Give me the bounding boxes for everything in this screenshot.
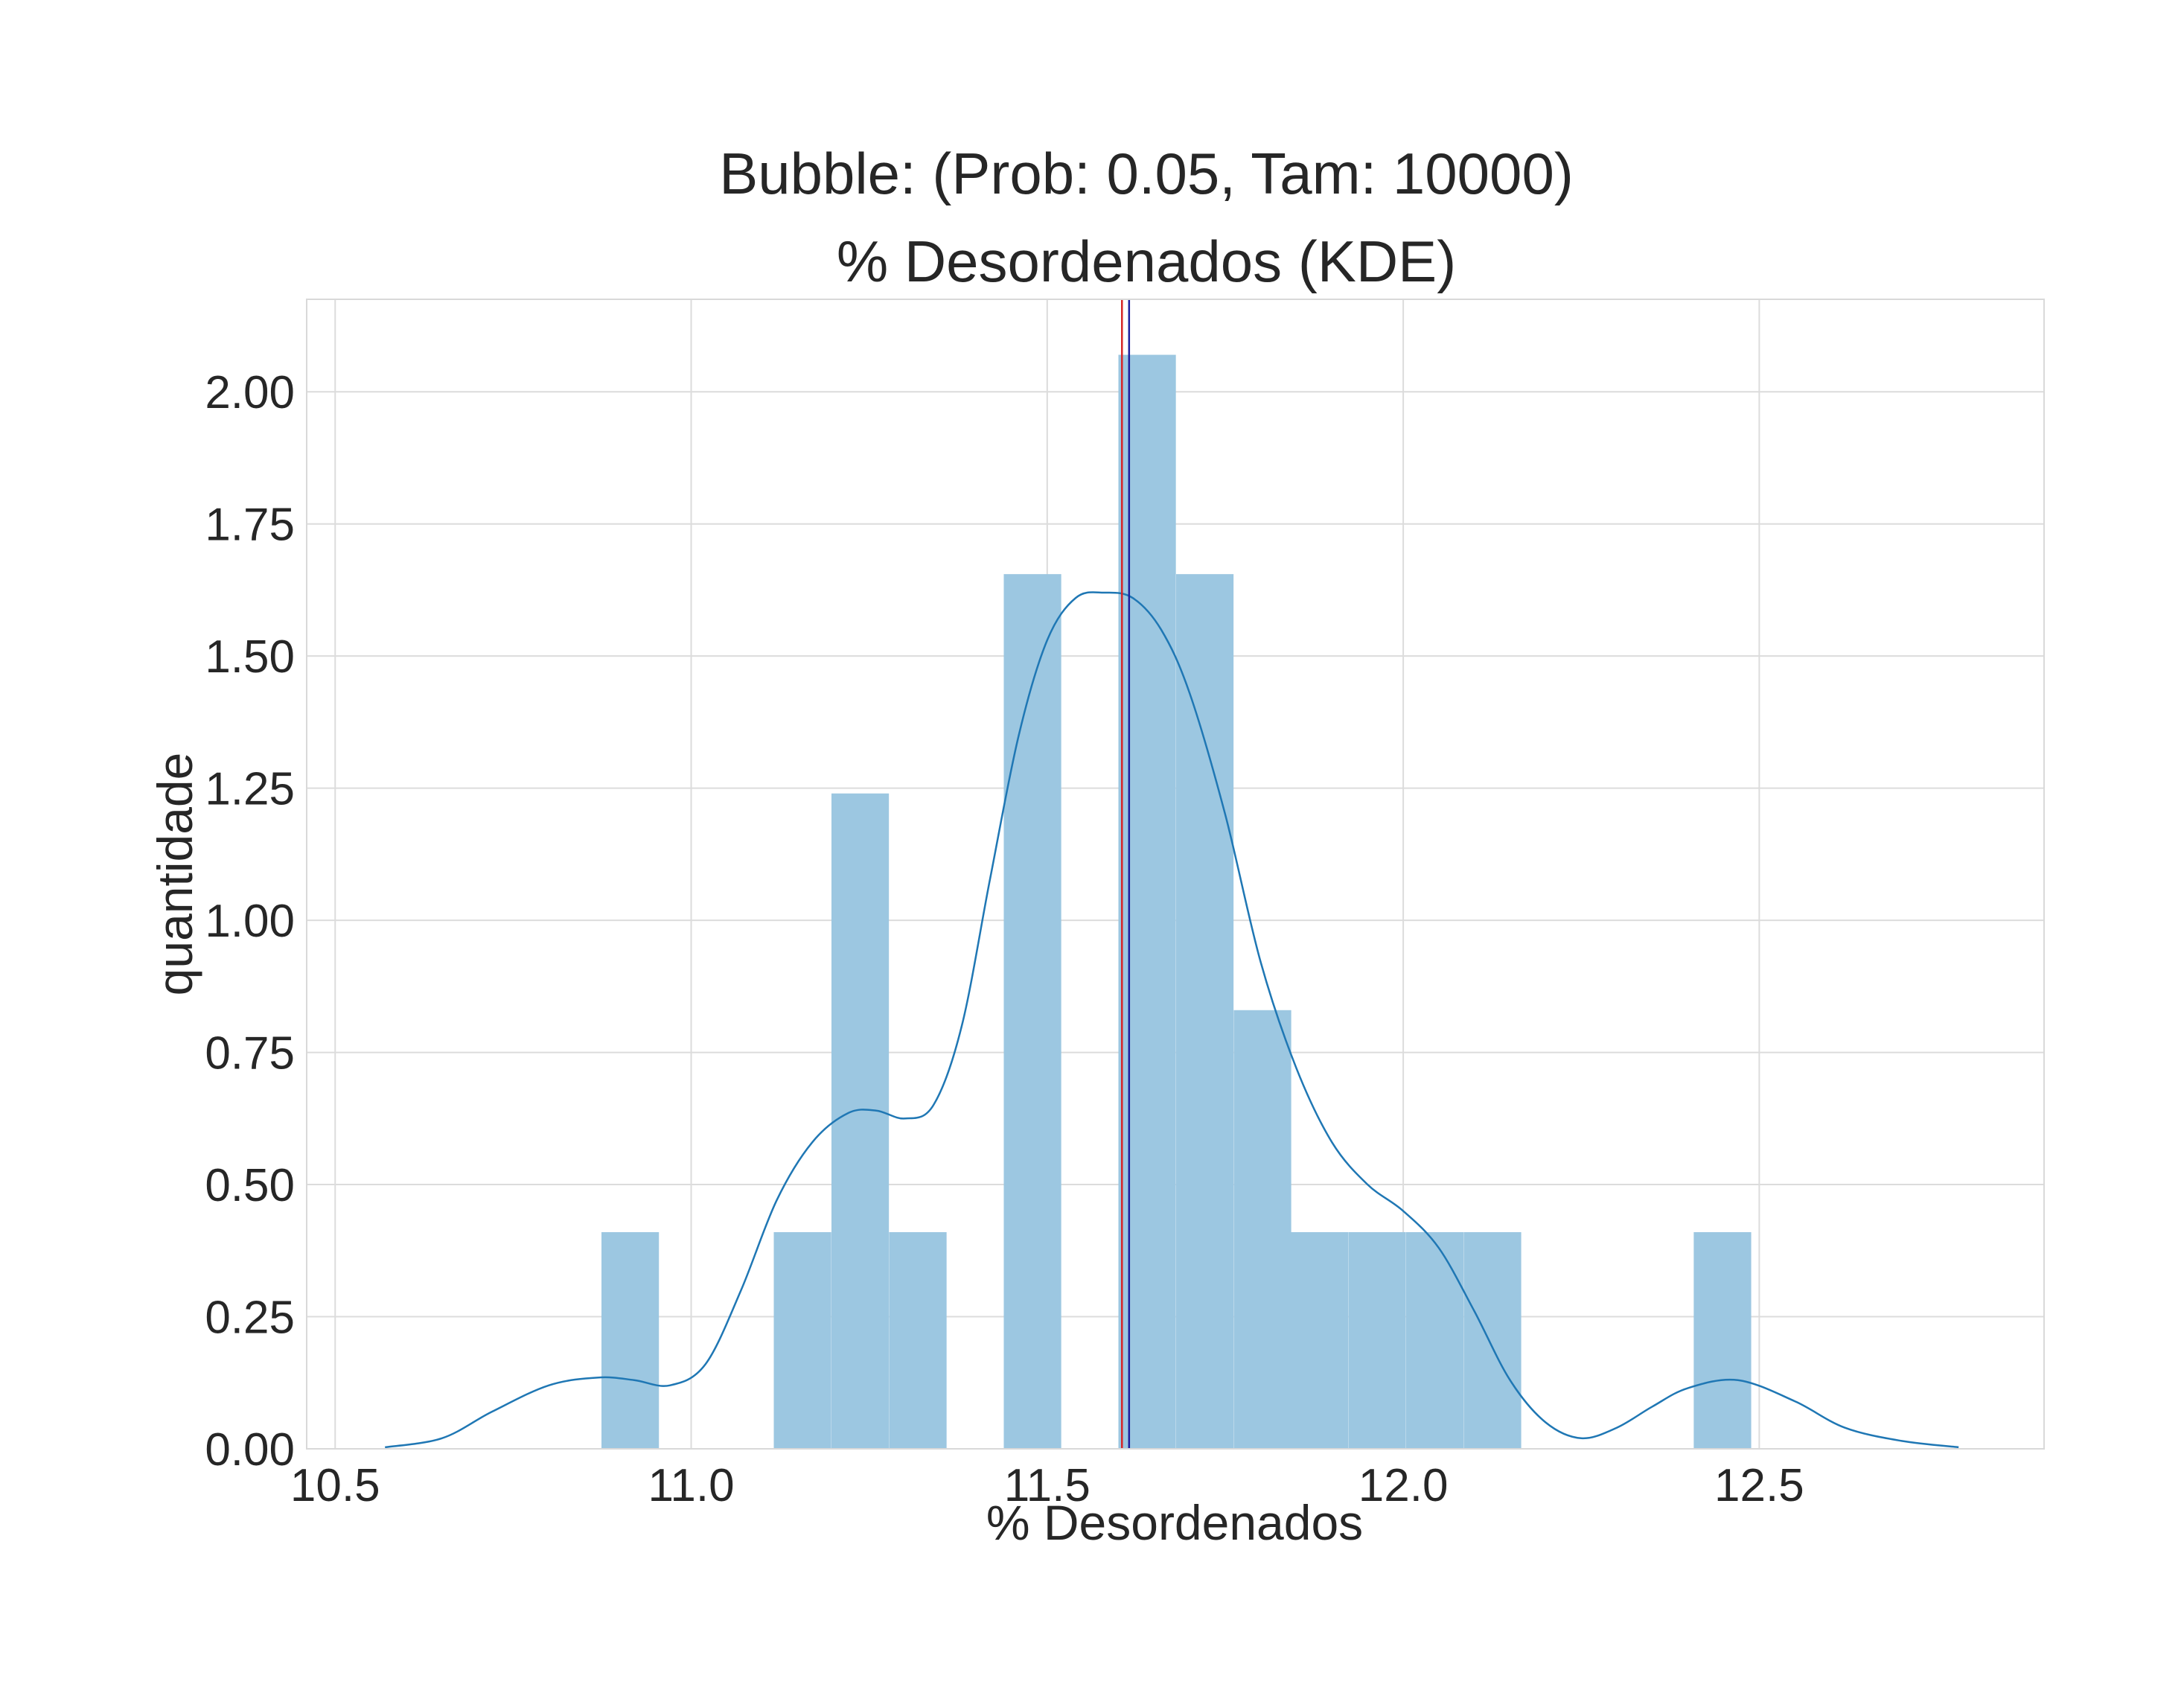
histogram-bar-11 (1463, 1231, 1522, 1449)
histogram-bar-3 (889, 1231, 947, 1449)
histogram-bar-9 (1348, 1231, 1406, 1449)
y-tick-label-1: 0.25 (205, 1292, 295, 1344)
histogram-bar-2 (831, 793, 890, 1449)
y-tick-label-3: 0.75 (205, 1028, 295, 1080)
histogram-bar-12 (1693, 1231, 1752, 1449)
histogram-bar-7 (1233, 1010, 1291, 1449)
chart-title-line1: Bubble: (Prob: 0.05, Tam: 10000) (719, 141, 1574, 206)
histogram-bar-6 (1175, 574, 1234, 1449)
x-tick-label-4: 12.5 (1714, 1460, 1804, 1511)
x-tick-label-1: 11.0 (648, 1460, 735, 1511)
histogram-bar-5 (1118, 354, 1176, 1449)
kde-layer (385, 591, 1959, 1449)
reference-lines (1121, 299, 1131, 1449)
histogram-bar-8 (1290, 1231, 1349, 1449)
y-tick-label-7: 1.75 (205, 500, 295, 551)
y-axis-label: quantidade (147, 753, 202, 996)
x-tick-label-2: 11.5 (1004, 1460, 1091, 1511)
chart-title-line2: % Desordenados (KDE) (837, 229, 1456, 294)
y-tick-label-2: 0.50 (205, 1160, 295, 1211)
y-tick-label-5: 1.25 (205, 764, 295, 815)
histogram-bar-10 (1405, 1231, 1464, 1449)
x-tick-label-0: 10.5 (290, 1460, 380, 1511)
x-axis-ticks: 10.5 11.0 11.5 12.0 12.5 (290, 1460, 1804, 1511)
x-tick-label-3: 12.0 (1358, 1460, 1449, 1511)
histogram-bar-0 (601, 1231, 660, 1449)
y-tick-label-0: 0.00 (205, 1424, 295, 1476)
y-tick-label-8: 2.00 (205, 367, 295, 418)
x-axis-label: % Desordenados (986, 1495, 1363, 1550)
histogram-bars (601, 354, 1752, 1449)
y-axis-ticks: 0.00 0.25 0.50 0.75 1.00 1.25 1.50 1.75 2.00 (205, 367, 295, 1476)
histogram-bar-1 (773, 1231, 831, 1449)
plot-area-frame (306, 299, 2045, 1450)
y-tick-label-4: 1.00 (205, 896, 295, 947)
y-tick-label-6: 1.50 (205, 631, 295, 683)
kde-curve (385, 591, 1959, 1449)
histogram-bar-4 (1003, 574, 1061, 1449)
